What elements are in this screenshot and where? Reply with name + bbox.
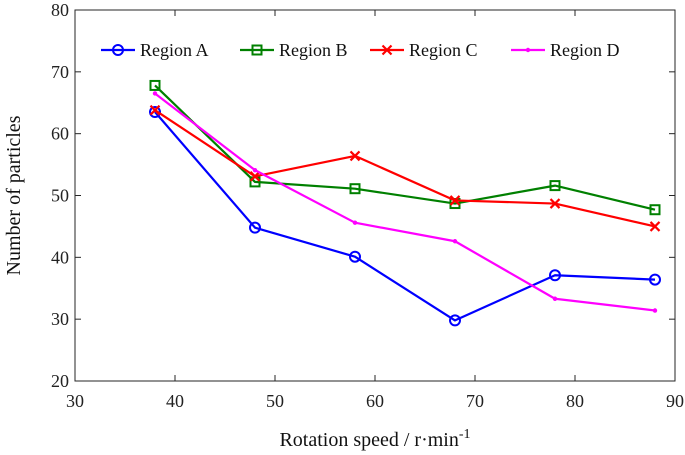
- data-point-region-d: [552, 296, 558, 301]
- data-point-region-c: [149, 104, 161, 116]
- x-tick-label: 90: [666, 391, 684, 411]
- legend-item-region-b: Region B: [240, 40, 348, 60]
- y-axis-title: Number of particles: [3, 115, 25, 275]
- legend-swatch-marker: [251, 44, 263, 56]
- x-axis-title-main: Rotation speed / r·min: [279, 429, 458, 451]
- y-tick-label: 70: [51, 62, 69, 82]
- data-point-region-d: [252, 167, 258, 173]
- legend-label: Region B: [279, 40, 348, 60]
- data-point-region-a: [349, 250, 361, 263]
- x-axis-ticks: 30 40 50 60 70 80 90: [66, 10, 684, 411]
- data-point-region-b: [649, 204, 661, 216]
- y-tick-label: 30: [51, 309, 69, 329]
- plot-area: [74, 9, 676, 382]
- data-point-region-b: [349, 183, 361, 195]
- data-point-region-b: [549, 180, 561, 192]
- x-tick-label: 50: [266, 391, 284, 411]
- x-tick-label: 80: [566, 391, 584, 411]
- data-point-region-c: [549, 198, 561, 209]
- y-tick-label: 50: [51, 186, 69, 206]
- legend-item-region-d: Region D: [511, 40, 620, 60]
- y-tick-label: 40: [51, 247, 69, 267]
- x-axis-title: Rotation speed / r·min-1: [279, 427, 470, 451]
- legend-label: Region C: [409, 40, 478, 60]
- legend-item-region-a: Region A: [101, 40, 209, 60]
- data-point-region-c: [649, 221, 661, 232]
- series-region-c: [149, 104, 661, 232]
- y-axis-ticks: 20 30 40 50 60 70 80: [51, 0, 675, 391]
- data-point-region-a: [249, 221, 261, 234]
- y-tick-label: 60: [51, 124, 69, 144]
- series-line-region-a: [154, 111, 656, 322]
- data-point-region-a: [449, 314, 461, 327]
- x-axis-title-superscript: -1: [459, 427, 471, 442]
- data-point-region-a: [649, 273, 661, 286]
- legend: Region A Region B Region C Region D: [101, 40, 620, 60]
- legend-label: Region A: [140, 40, 209, 60]
- data-point-region-c: [349, 150, 361, 162]
- data-point-region-d: [352, 220, 358, 225]
- series-line-region-d: [154, 92, 656, 312]
- legend-item-region-c: Region C: [370, 40, 478, 60]
- x-tick-label: 60: [366, 391, 384, 411]
- data-point-region-b: [149, 79, 161, 91]
- y-tick-label: 80: [51, 0, 69, 20]
- data-point-region-a: [149, 106, 161, 119]
- data-point-region-d: [452, 239, 458, 244]
- x-tick-label: 40: [166, 391, 184, 411]
- series-region-a: [149, 106, 661, 327]
- legend-swatch-marker: [381, 44, 393, 56]
- data-point-region-a: [549, 269, 561, 282]
- legend-swatch-marker: [525, 47, 531, 53]
- data-point-region-c: [449, 195, 461, 206]
- x-tick-label: 30: [66, 391, 84, 411]
- x-tick-label: 70: [466, 391, 484, 411]
- data-point-region-c: [249, 171, 261, 182]
- y-tick-label: 20: [51, 371, 69, 391]
- series-region-d: [152, 91, 658, 313]
- legend-label: Region D: [550, 40, 620, 60]
- data-point-region-d: [152, 91, 158, 96]
- series-line-region-c: [154, 109, 656, 228]
- legend-swatch-marker: [112, 44, 124, 56]
- series-layer: [149, 79, 661, 327]
- data-point-region-d: [652, 308, 658, 313]
